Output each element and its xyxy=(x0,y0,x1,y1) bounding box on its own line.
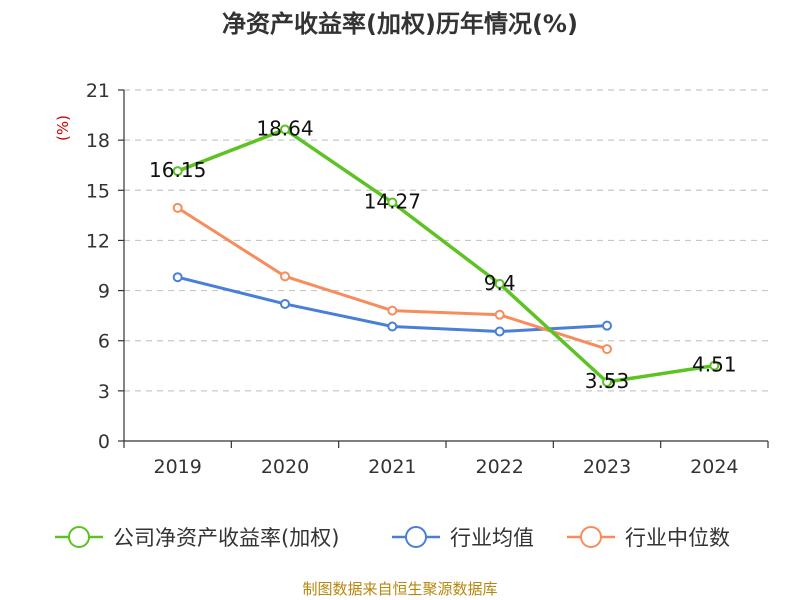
point-0-2023 xyxy=(602,376,612,387)
series-lines xyxy=(172,124,720,387)
point-1-2019 xyxy=(172,272,183,283)
x-tick-label-2019: 2019 xyxy=(153,456,201,478)
series-1 xyxy=(172,272,612,337)
x-tick-label-2023: 2023 xyxy=(583,456,631,478)
x-tick-label-2021: 2021 xyxy=(368,456,416,478)
y-tick-label-9: 9 xyxy=(98,281,110,303)
y-axis-unit: (%) xyxy=(54,115,72,141)
point-2-2023 xyxy=(602,344,612,355)
y-tick-labels: 0 3 6 9 12 15 18 21 xyxy=(86,80,110,453)
series-0 xyxy=(172,124,720,387)
y-tick-label-6: 6 xyxy=(98,331,110,353)
point-2-2021 xyxy=(387,305,398,316)
axes xyxy=(118,89,769,448)
x-tick-label-2022: 2022 xyxy=(475,456,523,478)
point-0-2019 xyxy=(172,166,183,177)
legend-label-2: 行业中位数 xyxy=(625,526,730,550)
y-tick-label-21: 21 xyxy=(86,80,110,102)
data-label-2021: 14.27 xyxy=(364,189,421,213)
data-label-2024: 4.51 xyxy=(692,353,737,377)
point-0-2022 xyxy=(494,278,505,289)
x-tick-labels: 2019 2020 2021 2022 2023 2024 xyxy=(153,456,738,478)
point-1-2021 xyxy=(387,321,398,332)
point-0-2024 xyxy=(709,360,720,371)
chart-title: 净资产收益率(加权)历年情况(%) xyxy=(222,10,578,38)
data-label-2020: 18.64 xyxy=(256,116,313,140)
legend-marker-0 xyxy=(68,526,90,548)
legend-marker-2 xyxy=(580,526,602,548)
data-label-2022: 9.4 xyxy=(484,271,516,295)
data-labels: 16.15 18.64 14.27 9.4 3.53 4.51 xyxy=(149,116,737,393)
legend-item-2: 行业中位数 xyxy=(567,526,730,550)
point-1-2020 xyxy=(280,298,290,309)
point-2-2022 xyxy=(494,309,505,320)
series-2 xyxy=(172,202,612,355)
y-tick-label-15: 15 xyxy=(86,180,110,202)
point-1-2022 xyxy=(494,326,505,337)
y-tick-label-0: 0 xyxy=(98,431,110,453)
x-tick-label-2024: 2024 xyxy=(690,456,738,478)
point-2-2020 xyxy=(280,271,290,282)
series-line-0 xyxy=(177,127,715,384)
y-tick-label-12: 12 xyxy=(86,230,110,252)
point-0-2020 xyxy=(280,124,290,135)
point-1-2023 xyxy=(602,320,612,331)
legend-item-1: 行业均值 xyxy=(392,526,534,550)
legend-marker-1 xyxy=(405,526,427,548)
grid-lines xyxy=(124,89,768,392)
data-label-2023: 3.53 xyxy=(585,369,630,393)
point-0-2021 xyxy=(387,197,398,208)
y-tick-label-18: 18 xyxy=(86,130,110,152)
legend-label-0: 公司净资产收益率(加权) xyxy=(113,526,339,550)
source-note: 制图数据来自恒生聚源数据库 xyxy=(302,580,497,598)
legend-label-1: 行业均值 xyxy=(450,526,534,550)
legend: 公司净资产收益率(加权) 行业均值 行业中位数 xyxy=(55,526,730,550)
x-tick-label-2020: 2020 xyxy=(261,456,309,478)
legend-item-0: 公司净资产收益率(加权) xyxy=(55,526,339,550)
point-2-2019 xyxy=(172,202,183,213)
data-label-2019: 16.15 xyxy=(149,158,206,182)
y-tick-label-3: 3 xyxy=(98,381,110,403)
